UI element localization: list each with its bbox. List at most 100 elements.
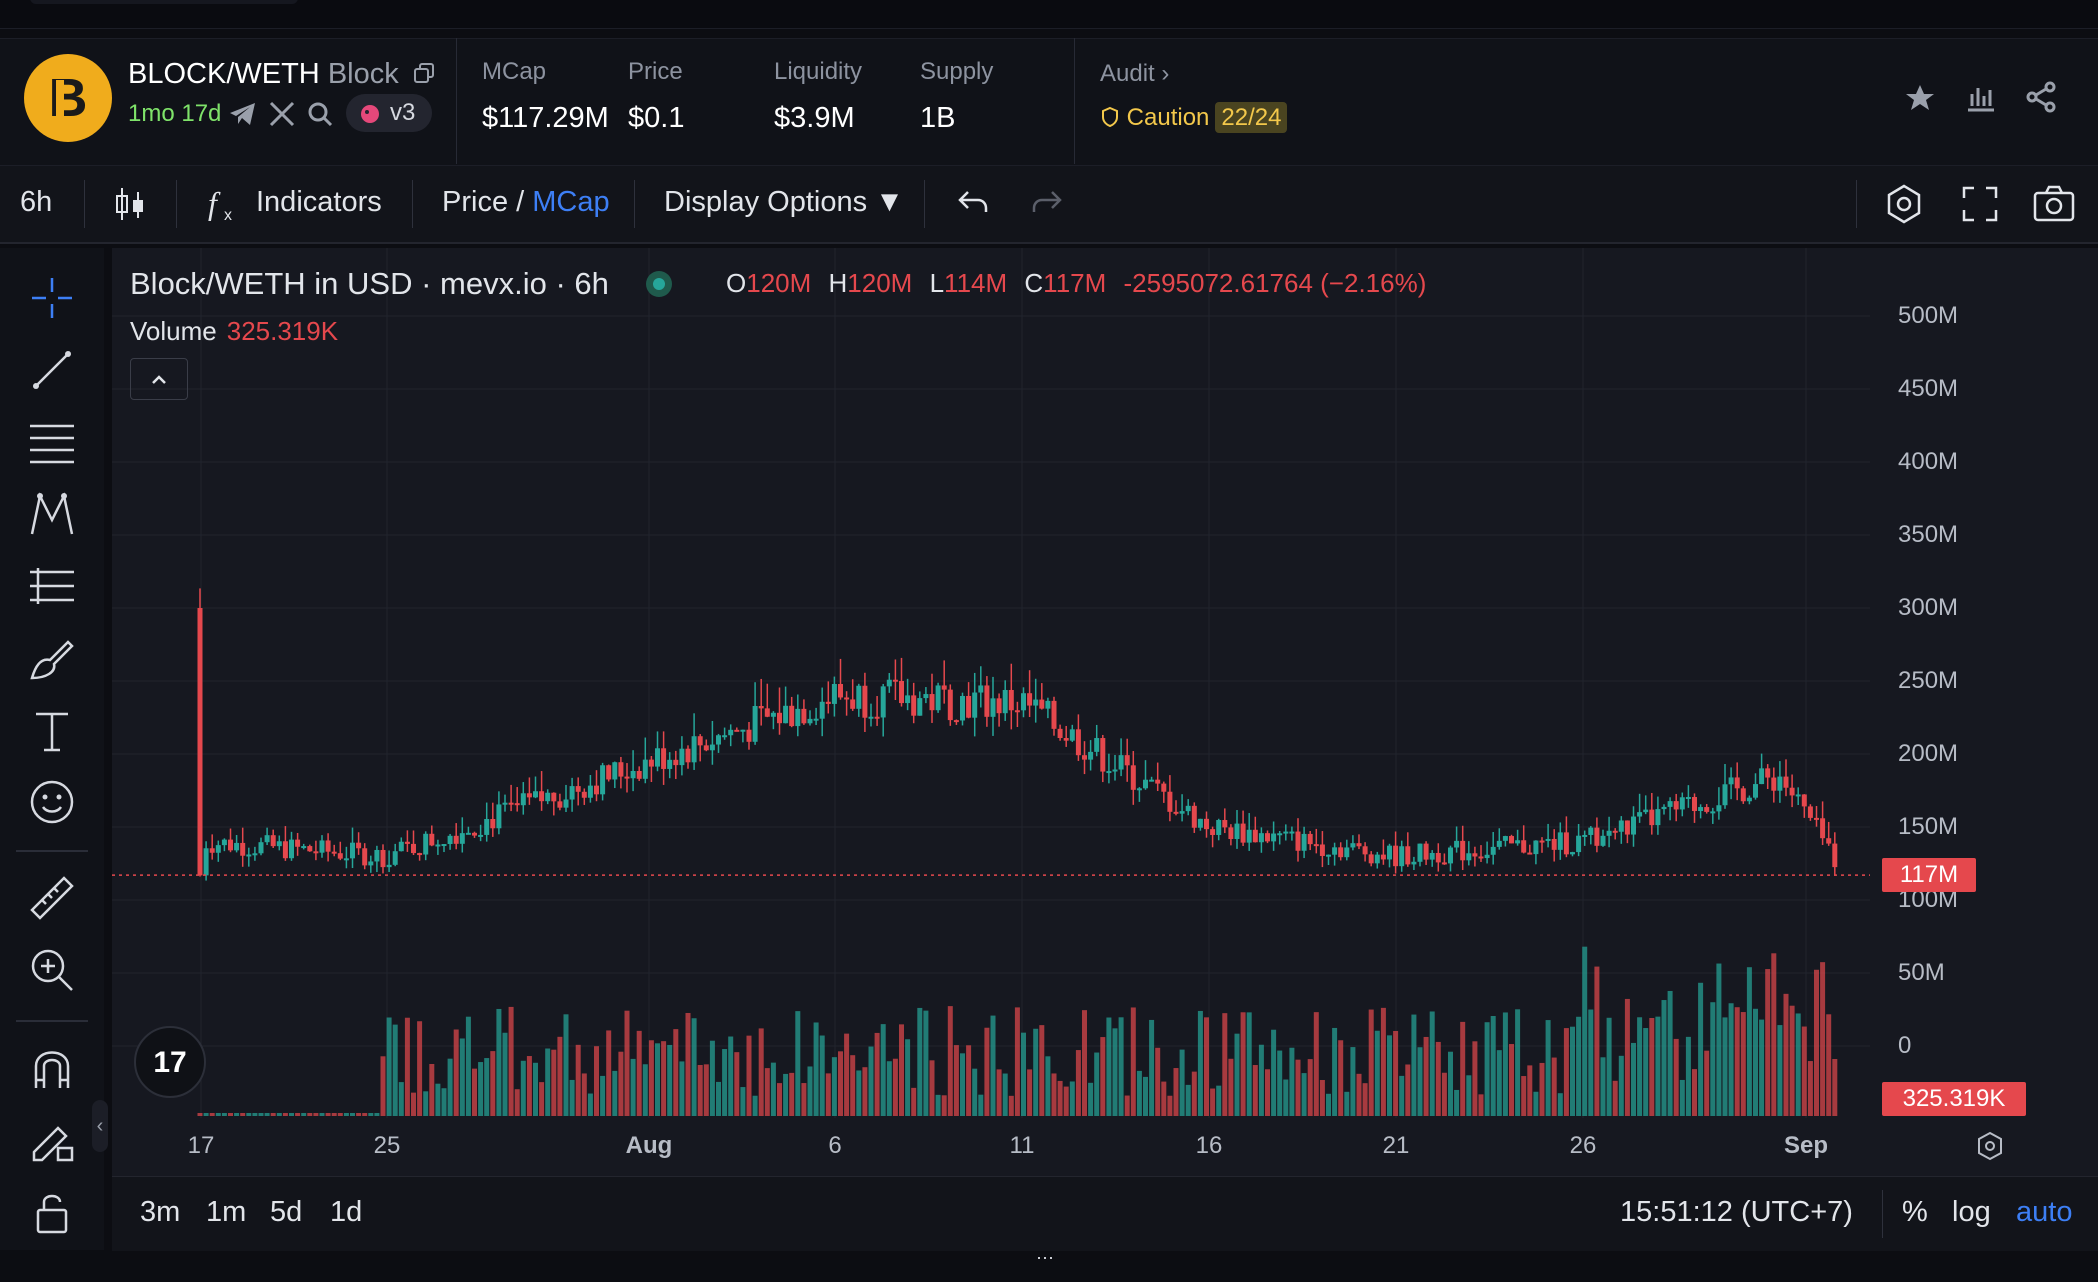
candle-body bbox=[1246, 829, 1252, 843]
redo-icon[interactable] bbox=[1030, 186, 1066, 225]
resize-handle-icon[interactable]: ⋯ bbox=[1036, 1248, 1054, 1268]
candle-body bbox=[984, 685, 990, 717]
fullscreen-icon[interactable] bbox=[1960, 184, 2000, 229]
volume-bar bbox=[441, 1088, 447, 1116]
volume-bar bbox=[1338, 1040, 1344, 1116]
fib-retracement-icon[interactable] bbox=[28, 418, 76, 471]
candle-body bbox=[1698, 807, 1704, 812]
axis-settings-icon[interactable] bbox=[1974, 1130, 2006, 1167]
camera-icon[interactable] bbox=[2032, 184, 2076, 229]
candle-body bbox=[264, 835, 270, 843]
price-option[interactable]: Price bbox=[442, 186, 509, 218]
pencil-lock-icon[interactable] bbox=[28, 1116, 76, 1169]
x-icon[interactable] bbox=[268, 100, 296, 133]
volume-bar bbox=[892, 1058, 898, 1116]
display-options-button[interactable]: Display Options ▼ bbox=[664, 186, 904, 218]
volume-bar bbox=[795, 1011, 801, 1116]
high-value: 120M bbox=[847, 268, 913, 298]
trend-line-icon[interactable] bbox=[28, 346, 76, 399]
volume-bar bbox=[1539, 1062, 1545, 1116]
candle-body bbox=[1313, 844, 1319, 847]
candle-body bbox=[459, 833, 465, 844]
search-icon[interactable] bbox=[306, 100, 334, 133]
volume-bar bbox=[642, 1064, 648, 1116]
candle-body bbox=[496, 804, 502, 829]
volume-bar bbox=[1387, 1035, 1392, 1116]
ruler-icon[interactable] bbox=[28, 874, 76, 927]
volume-bar bbox=[374, 1113, 380, 1116]
crosshair-icon[interactable] bbox=[28, 274, 76, 327]
volume-bar bbox=[380, 1056, 386, 1116]
log-toggle[interactable]: log bbox=[1952, 1196, 1991, 1228]
volume-bar bbox=[1319, 1080, 1325, 1116]
candle-body bbox=[1057, 728, 1063, 739]
y-tick-50m: 50M bbox=[1898, 959, 1945, 986]
chart-compare-icon[interactable] bbox=[1964, 80, 1998, 119]
volume-bar bbox=[1655, 1016, 1661, 1116]
candle-body bbox=[1515, 840, 1521, 844]
candle-body bbox=[380, 849, 386, 868]
collapse-toolbar-icon[interactable]: ‹ bbox=[92, 1100, 108, 1152]
candle-body bbox=[1722, 784, 1728, 806]
candle-body bbox=[1728, 777, 1734, 785]
range-1d[interactable]: 1d bbox=[330, 1196, 363, 1228]
telegram-icon[interactable] bbox=[228, 100, 258, 133]
candle-body bbox=[1759, 768, 1765, 785]
volume-bar bbox=[228, 1113, 233, 1116]
candle-body bbox=[819, 701, 825, 719]
emoji-icon[interactable] bbox=[28, 778, 76, 831]
volume-bar bbox=[1643, 1028, 1649, 1116]
volume-bar bbox=[1185, 1084, 1191, 1116]
percent-toggle[interactable]: % bbox=[1902, 1196, 1928, 1228]
range-3m[interactable]: 3m bbox=[140, 1196, 181, 1228]
range-1m[interactable]: 1m bbox=[206, 1196, 247, 1228]
pattern-icon[interactable] bbox=[28, 490, 76, 543]
copy-icon[interactable] bbox=[413, 59, 435, 92]
settings-icon[interactable] bbox=[1882, 182, 1926, 231]
zoom-in-icon[interactable] bbox=[28, 946, 76, 999]
volume-bar bbox=[1496, 1050, 1502, 1116]
interval-select[interactable]: 6h bbox=[20, 186, 53, 218]
candle-style-icon[interactable] bbox=[114, 184, 148, 229]
volume-bar bbox=[484, 1058, 490, 1116]
volume-bar bbox=[1423, 1036, 1429, 1116]
volume-bar bbox=[1265, 1069, 1270, 1116]
forecast-icon[interactable] bbox=[28, 562, 76, 615]
volume-bar bbox=[1795, 1013, 1801, 1116]
indicators-button[interactable]: Indicators bbox=[256, 186, 382, 218]
mcap-option[interactable]: MCap bbox=[532, 186, 610, 218]
candle-body bbox=[1319, 844, 1325, 856]
volume-bar bbox=[1435, 1041, 1441, 1116]
candle-body bbox=[850, 699, 856, 709]
candle-body bbox=[478, 834, 484, 837]
volume-label: Volume bbox=[130, 316, 217, 346]
range-5d[interactable]: 5d bbox=[270, 1196, 303, 1228]
share-icon[interactable] bbox=[2024, 80, 2058, 119]
brush-icon[interactable] bbox=[28, 634, 76, 687]
y-tick-250m: 250M bbox=[1898, 667, 1959, 694]
collapse-legend-button[interactable] bbox=[130, 358, 188, 400]
shield-icon bbox=[1102, 106, 1118, 128]
candle-body bbox=[1832, 843, 1838, 868]
tradingview-logo[interactable]: 17 bbox=[134, 1026, 206, 1098]
price-mcap-toggle[interactable]: Price / MCap bbox=[442, 186, 610, 219]
text-icon[interactable] bbox=[28, 706, 76, 759]
magnet-icon[interactable] bbox=[28, 1044, 76, 1097]
candle-body bbox=[319, 840, 325, 853]
undo-icon[interactable] bbox=[954, 186, 990, 225]
candle-body bbox=[1027, 693, 1033, 706]
star-icon[interactable] bbox=[1904, 82, 1936, 119]
clock[interactable]: 15:51:12 (UTC+7) bbox=[1620, 1196, 1853, 1228]
stat-price-value: $0.1 bbox=[628, 102, 685, 134]
volume-bar bbox=[1283, 1079, 1289, 1116]
volume-bar bbox=[1393, 1030, 1399, 1116]
candle-body bbox=[1338, 847, 1344, 858]
lock-icon[interactable] bbox=[28, 1188, 76, 1241]
volume-bar bbox=[234, 1113, 240, 1116]
volume-bar bbox=[197, 1113, 203, 1116]
audit-link[interactable]: Audit › bbox=[1100, 60, 1169, 88]
open-value: 120M bbox=[746, 268, 812, 298]
auto-toggle[interactable]: auto bbox=[2016, 1196, 2073, 1228]
